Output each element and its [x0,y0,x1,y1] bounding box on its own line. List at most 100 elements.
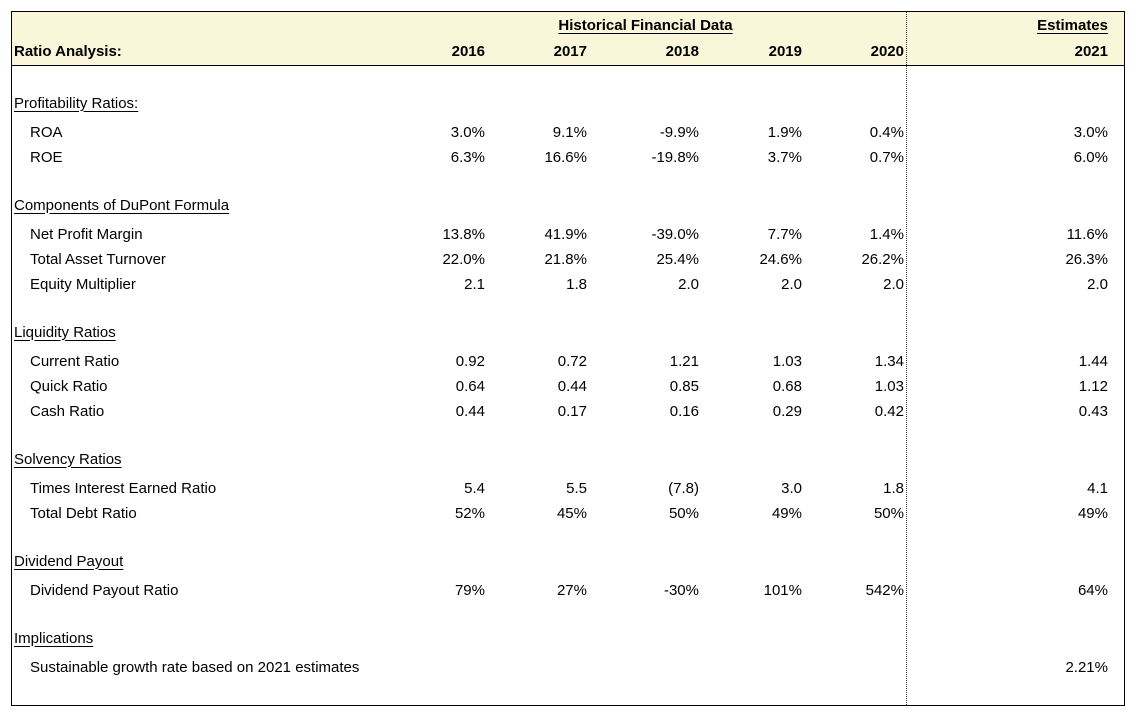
row-label: Times Interest Earned Ratio [30,480,217,497]
estimate-value-cell: 4.1 [1087,480,1108,497]
year-header-2021: 2021 [1074,43,1108,60]
value-cell: 0.7% [869,149,904,166]
value-cell: 1.8 [566,276,587,293]
value-cell: 2.0 [678,276,699,293]
value-cell: 0.72 [557,353,587,370]
value-cell: 26.2% [861,251,904,268]
value-cell: 3.0 [781,480,802,497]
section-heading-row: Implications [12,625,1124,651]
ratio-analysis-label: Ratio Analysis: [14,43,122,60]
value-cell: 1.8 [883,480,904,497]
value-cell: 1.34 [874,353,904,370]
row-label: Total Debt Ratio [30,505,137,522]
value-cell: 16.6% [544,149,587,166]
table-row-equity-multiplier: Equity Multiplier 2.1 1.8 2.0 2.0 2.0 2.… [12,272,1124,297]
value-cell: (7.8) [668,480,699,497]
year-header-2017: 2017 [553,43,587,60]
section-heading: Implications [14,629,94,647]
value-cell: 49% [771,505,802,522]
section-dupont-components: Components of DuPont Formula Net Profit … [12,192,1124,297]
table-row-total-debt-ratio: Total Debt Ratio 52% 45% 50% 49% 50% 49% [12,501,1124,526]
table-row-cash-ratio: Cash Ratio 0.44 0.17 0.16 0.29 0.42 0.43 [12,399,1124,424]
value-cell: 24.6% [759,251,802,268]
section-implications: Implications Sustainable growth rate bas… [12,625,1124,680]
section-solvency-ratios: Solvency Ratios Times Interest Earned Ra… [12,446,1124,526]
ratio-analysis-table: Historical Financial Data Estimates Rati… [11,11,1125,706]
table-body: Profitability Ratios: ROA 3.0% 9.1% -9.9… [12,90,1124,680]
value-cell: 0.29 [772,403,802,420]
value-cell: 45% [556,505,587,522]
row-label: Quick Ratio [30,378,108,395]
section-heading-row: Profitability Ratios: [12,90,1124,116]
year-header-2020: 2020 [870,43,904,60]
value-cell: 25.4% [656,251,699,268]
row-label: Dividend Payout Ratio [30,582,179,599]
value-cell: 3.7% [767,149,802,166]
estimate-value-cell: 3.0% [1073,124,1108,141]
section-rows: Times Interest Earned Ratio 5.4 5.5 (7.8… [12,476,1124,526]
value-cell: 0.92 [455,353,485,370]
value-cell: 0.17 [557,403,587,420]
value-cell: 0.44 [455,403,485,420]
row-label: Sustainable growth rate based on 2021 es… [30,659,360,676]
estimates-divider-line [906,12,907,705]
table-row-net-profit-margin: Net Profit Margin 13.8% 41.9% -39.0% 7.7… [12,222,1124,247]
table-row-current-ratio: Current Ratio 0.92 0.72 1.21 1.03 1.34 1… [12,349,1124,374]
section-heading: Profitability Ratios: [14,94,139,112]
value-cell: 0.85 [669,378,699,395]
value-cell: 1.03 [874,378,904,395]
value-cell: -19.8% [651,149,699,166]
value-cell: 1.9% [767,124,802,141]
table-row-sustainable-growth-rate: Sustainable growth rate based on 2021 es… [12,655,1124,680]
value-cell: 0.64 [455,378,485,395]
section-rows: Net Profit Margin 13.8% 41.9% -39.0% 7.7… [12,222,1124,297]
estimate-value-cell: 1.44 [1078,353,1108,370]
historical-data-title: Historical Financial Data [558,16,733,34]
section-heading-row: Dividend Payout [12,548,1124,574]
section-heading: Components of DuPont Formula [14,196,230,214]
section-heading-row: Liquidity Ratios [12,319,1124,345]
table-row-dividend-payout-ratio: Dividend Payout Ratio 79% 27% -30% 101% … [12,578,1124,603]
table-row-times-interest-earned: Times Interest Earned Ratio 5.4 5.5 (7.8… [12,476,1124,501]
estimate-value-cell: 49% [1077,505,1108,522]
table-row-roa: ROA 3.0% 9.1% -9.9% 1.9% 0.4% 3.0% [12,120,1124,145]
estimate-value-cell: 64% [1077,582,1108,599]
value-cell: -30% [663,582,699,599]
section-rows: ROA 3.0% 9.1% -9.9% 1.9% 0.4% 3.0% ROE 6… [12,120,1124,170]
row-label: Total Asset Turnover [30,251,166,268]
value-cell: 3.0% [450,124,485,141]
value-cell: 5.4 [464,480,485,497]
row-label: ROA [30,124,63,141]
value-cell: 7.7% [767,226,802,243]
table-row-quick-ratio: Quick Ratio 0.64 0.44 0.85 0.68 1.03 1.1… [12,374,1124,399]
value-cell: 2.1 [464,276,485,293]
row-label: Net Profit Margin [30,226,143,243]
year-header-2019: 2019 [768,43,802,60]
estimates-title: Estimates [1037,16,1108,34]
section-heading: Dividend Payout [14,552,124,570]
estimate-value-cell: 26.3% [1065,251,1108,268]
table-header: Historical Financial Data Estimates Rati… [12,12,1124,66]
value-cell: 21.8% [544,251,587,268]
value-cell: 101% [763,582,802,599]
value-cell: 0.42 [874,403,904,420]
value-cell: 9.1% [552,124,587,141]
value-cell: 2.0 [883,276,904,293]
value-cell: 5.5 [566,480,587,497]
estimate-value-cell: 0.43 [1078,403,1108,420]
row-label: Equity Multiplier [30,276,136,293]
section-rows: Current Ratio 0.92 0.72 1.21 1.03 1.34 1… [12,349,1124,424]
row-label: ROE [30,149,63,166]
value-cell: 542% [865,582,904,599]
value-cell: 50% [873,505,904,522]
value-cell: 22.0% [442,251,485,268]
value-cell: 52% [454,505,485,522]
value-cell: -39.0% [651,226,699,243]
value-cell: 1.21 [669,353,699,370]
section-rows: Dividend Payout Ratio 79% 27% -30% 101% … [12,578,1124,603]
value-cell: 0.44 [557,378,587,395]
value-cell: 50% [668,505,699,522]
row-label: Cash Ratio [30,403,105,420]
value-cell: 13.8% [442,226,485,243]
